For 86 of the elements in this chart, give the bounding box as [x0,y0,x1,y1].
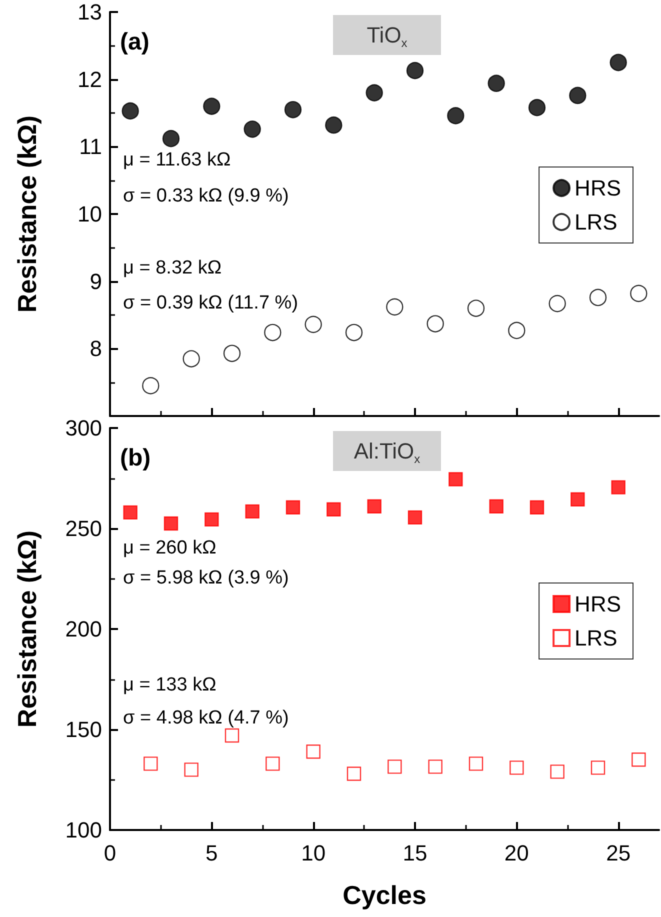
annotation: (a) [120,28,150,56]
y-tick-label: 300 [65,416,102,440]
point [306,744,320,759]
y-tick-label: 13 [78,0,102,24]
point [244,120,261,138]
y-tick-label: 11 [79,134,102,160]
point [264,324,282,342]
y-tick-label: 12 [78,66,102,92]
point [468,756,484,771]
point [569,86,586,104]
y-tick-label: 9 [90,268,102,294]
point [550,764,564,779]
x-tick-label: 10 [301,840,326,866]
point [204,512,219,527]
point [367,499,382,514]
point [489,499,504,514]
annotation: σ = 0.39 kΩ (11.7 %) [123,292,298,314]
annotation: (b) [120,444,151,472]
y-tick-label: 150 [65,717,102,742]
point [366,84,383,102]
point [325,116,342,134]
annotation: μ = 133 kΩ [123,674,216,696]
x-axis-title: Cycles [342,880,426,910]
point [162,130,180,148]
point [530,500,544,514]
point [142,377,160,394]
point [406,62,424,80]
point [245,504,260,519]
point [488,74,505,92]
y-tick-label: 200 [65,616,102,642]
point [144,756,158,771]
point [589,288,607,306]
y-tick-label: 250 [65,516,102,541]
point [345,324,363,342]
point [508,322,526,340]
legend-label: HRS [574,592,622,616]
point [346,766,362,781]
annotation: σ = 4.98 kΩ (4.7 %) [123,708,289,728]
point [448,472,463,486]
point [224,728,240,743]
legend-label: LRS [574,210,618,234]
point [570,492,585,506]
annotation: μ = 8.32 kΩ [123,258,222,278]
point [590,760,606,775]
point [632,752,646,767]
point [386,298,404,316]
point [266,756,280,771]
y-axis-title: Resistance (kΩ) [12,115,42,313]
x-tick-label: 0 [104,840,116,866]
x-tick-label: 15 [402,840,428,866]
point [164,516,178,531]
point [510,760,524,775]
point [447,107,464,124]
point [184,762,198,777]
point [203,98,220,115]
point [388,760,402,774]
point [284,101,302,118]
point [122,102,139,120]
point [304,316,322,334]
point [611,480,626,494]
point [223,344,241,362]
y-axis-title: Resistance (kΩ) [12,530,42,728]
point [428,760,442,774]
annotation: σ = 5.98 kΩ (3.9 %) [123,568,289,588]
annotation: μ = 260 kΩ [123,538,216,558]
y-tick-label: 100 [65,818,102,842]
annotation: σ = 0.33 kΩ (9.9 %) [123,186,289,206]
x-tick-label: 5 [206,840,218,866]
point [182,350,200,368]
x-tick-label: 20 [504,840,529,866]
annotation: μ = 11.63 kΩ [123,150,231,170]
point [326,502,341,517]
point [123,505,138,520]
point [630,284,648,302]
point [408,510,422,525]
point [467,300,485,317]
point [610,54,627,72]
legend-label: HRS [574,176,622,200]
y-tick-label: 10 [78,202,102,226]
point [548,294,566,312]
point [286,500,300,514]
x-tick-label: 25 [606,840,631,866]
legend-label: LRS [574,626,618,650]
point [426,315,444,332]
point [528,99,546,116]
y-tick-label: 8 [90,336,102,362]
